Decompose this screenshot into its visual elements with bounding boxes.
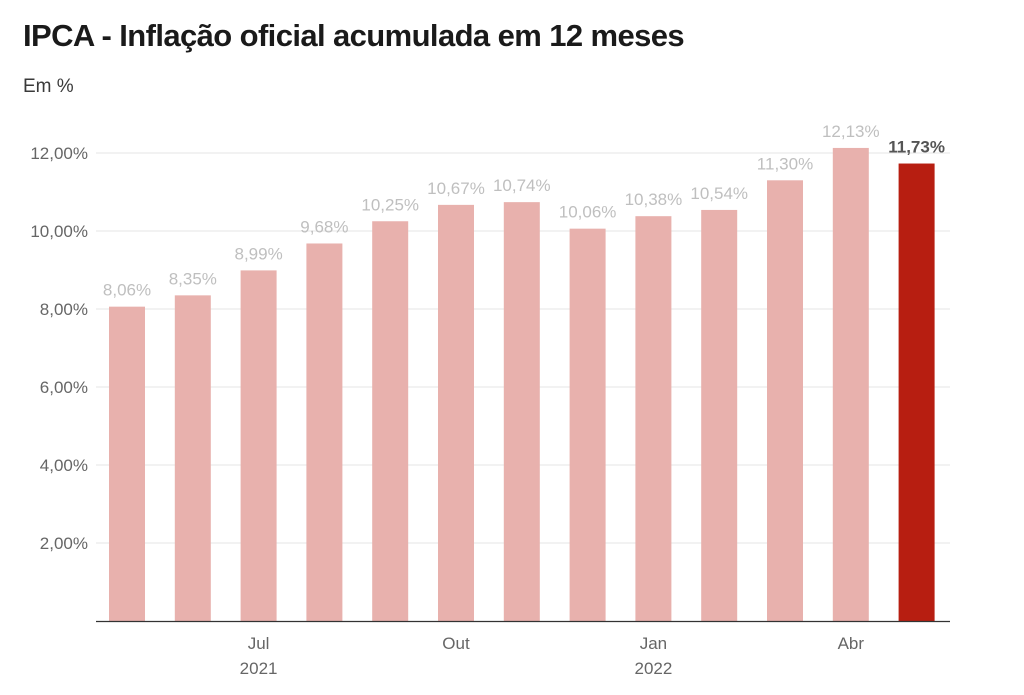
data-label: 10,06% xyxy=(559,203,617,222)
data-label: 11,30% xyxy=(757,154,813,173)
data-label: 10,74% xyxy=(493,176,551,195)
y-tick-label: 8,00% xyxy=(40,300,88,319)
bar xyxy=(701,209,738,621)
bar xyxy=(438,204,474,621)
bar xyxy=(306,243,343,622)
bar xyxy=(503,202,540,621)
bar xyxy=(109,306,145,621)
chart-subtitle: Em % xyxy=(23,76,74,97)
data-label: 12,13% xyxy=(822,122,880,141)
bars xyxy=(109,147,935,622)
y-axis-tick-labels: 2,00% 4,00% 6,00% 8,00% 10,00% 12,00% xyxy=(30,144,88,553)
x-tick-year-label: 2022 xyxy=(634,659,672,678)
x-tick-label: Jan xyxy=(640,634,667,653)
data-label: 11,73% xyxy=(888,138,945,157)
y-tick-label: 2,00% xyxy=(40,534,88,553)
data-labels: 8,06% 8,35% 8,99% 9,68% 10,25% 10,67% 10,74% 10… xyxy=(103,122,945,300)
y-tick-label: 10,00% xyxy=(30,222,88,241)
x-axis-tick-labels: Jul 2021 Out Jan 2022 Abr xyxy=(240,634,865,678)
x-tick-label: Jul xyxy=(248,634,270,653)
bar xyxy=(372,221,409,621)
data-label: 10,54% xyxy=(690,184,748,203)
data-label: 8,99% xyxy=(234,244,282,263)
y-tick-label: 6,00% xyxy=(40,378,88,397)
bar xyxy=(569,228,606,621)
bar xyxy=(767,180,803,622)
data-label: 9,68% xyxy=(300,217,348,236)
chart-title: IPCA - Inflação oficial acumulada em 12 … xyxy=(23,18,685,53)
bar xyxy=(832,147,869,621)
x-tick-year-label: 2021 xyxy=(240,659,278,678)
data-label: 10,38% xyxy=(625,190,683,209)
bar xyxy=(240,270,277,621)
bar xyxy=(635,216,672,621)
data-label: 8,35% xyxy=(169,269,217,288)
bar xyxy=(174,295,211,621)
y-tick-label: 4,00% xyxy=(40,456,88,475)
data-label: 10,67% xyxy=(427,179,485,198)
data-label: 8,06% xyxy=(103,281,151,300)
x-tick-label: Abr xyxy=(838,634,865,653)
bar-highlight xyxy=(898,163,935,621)
y-tick-label: 12,00% xyxy=(30,144,88,163)
data-label: 10,25% xyxy=(361,195,419,214)
x-tick-label: Out xyxy=(442,634,470,653)
